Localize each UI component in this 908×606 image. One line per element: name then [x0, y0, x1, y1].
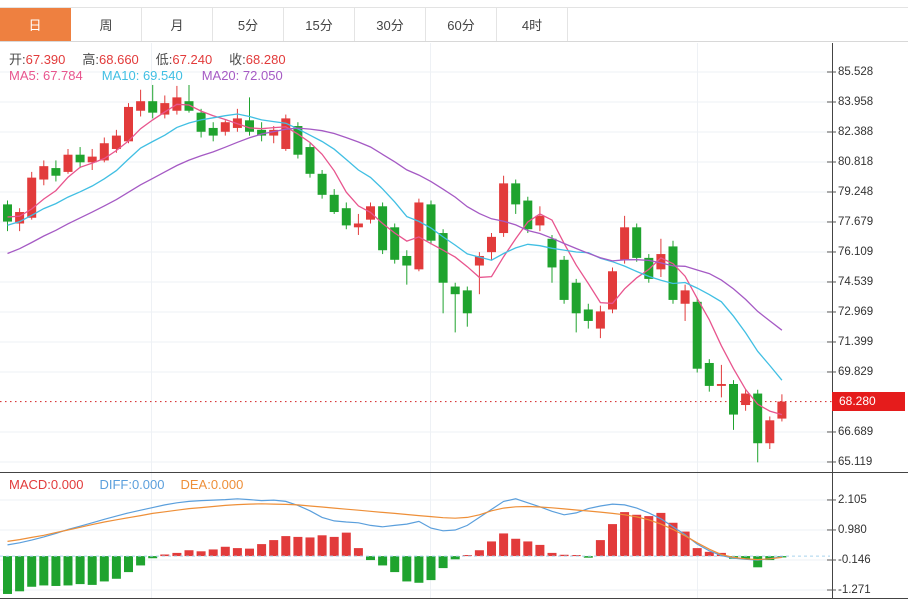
- diff-value: 0.000: [131, 477, 165, 492]
- period-tabs: 日 周 月 5分 15分 30分 60分 4时: [0, 7, 908, 42]
- current-price-badge: 68.280: [832, 392, 905, 412]
- tab-30min[interactable]: 30分: [355, 8, 426, 41]
- macd-tick-label: 0.980: [838, 523, 867, 536]
- diff-line: [7, 498, 783, 561]
- ma5-value: 67.784: [42, 68, 83, 83]
- price-tick-label: 83.958: [838, 96, 874, 108]
- price-tick-label: 80.818: [838, 156, 874, 168]
- price-tick-label: 82.388: [838, 126, 874, 138]
- tab-4hour[interactable]: 4时: [497, 8, 568, 41]
- ma20-value: 72.050: [242, 68, 283, 83]
- tab-month[interactable]: 月: [142, 8, 213, 41]
- ma20-label: MA20:: [201, 68, 240, 83]
- macd-tick-label: -0.146: [838, 553, 871, 566]
- close-label: 收:: [229, 52, 246, 67]
- price-tick-label: 77.679: [838, 215, 874, 228]
- tab-5min[interactable]: 5分: [213, 8, 284, 41]
- price-tick-label: 79.248: [838, 186, 874, 198]
- open-value: 67.390: [25, 52, 66, 67]
- dea-line: [7, 503, 782, 561]
- period-tabbar: 日 周 月 5分 15分 30分 60分 4时: [0, 0, 908, 43]
- dea-value: 0.000: [210, 477, 244, 492]
- macd-label: MACD:: [9, 477, 51, 492]
- price-tick-label: 69.829: [838, 365, 874, 378]
- tab-week[interactable]: 周: [71, 8, 142, 41]
- ma20-line: [7, 127, 783, 331]
- low-label: 低:: [155, 52, 173, 67]
- tab-60min[interactable]: 60分: [426, 8, 497, 41]
- price-tick-label: 71.399: [838, 335, 874, 348]
- tab-15min[interactable]: 15分: [284, 8, 355, 41]
- ma10-value: 69.540: [142, 68, 183, 83]
- price-tick-label: 85.528: [838, 66, 874, 78]
- diff-label: DIFF:: [99, 477, 132, 492]
- open-label: 开:: [9, 52, 26, 67]
- frame: [0, 43, 908, 599]
- high-value: 68.660: [99, 52, 139, 67]
- candles: [3, 84, 787, 463]
- ma-header: MA5: 67.784 MA10: 69.540 MA20: 72.050: [9, 68, 302, 83]
- price-tick-label: 74.539: [838, 275, 874, 288]
- grid: [0, 43, 830, 598]
- macd-panel: [0, 498, 830, 594]
- ma5-line: [7, 103, 783, 416]
- macd-tick-label: 2.105: [838, 493, 867, 506]
- macd-value: 0.000: [50, 477, 84, 492]
- high-label: 高:: [82, 52, 100, 67]
- price-tick-label: 65.119: [838, 455, 873, 468]
- ma5-label: MA5:: [9, 68, 40, 83]
- ma-lines: [7, 103, 783, 416]
- price-tick-label: 76.109: [838, 245, 874, 258]
- price-tick-label: 72.969: [838, 305, 874, 318]
- ma10-label: MA10:: [101, 68, 140, 83]
- price-tick-label: 66.689: [838, 425, 874, 438]
- tab-day[interactable]: 日: [0, 8, 71, 41]
- low-value: 67.240: [172, 52, 213, 67]
- dea-label: DEA:: [180, 477, 211, 492]
- ohlc-header: 开:67.390 高:68.660 低:67.240 收:68.280: [9, 49, 303, 68]
- close-value: 68.280: [245, 52, 286, 67]
- macd-header: MACD:0.000 DIFF:0.000 DEA:0.000: [9, 477, 259, 492]
- macd-tick-label: -1.271: [838, 583, 871, 596]
- ma10-line: [7, 113, 783, 381]
